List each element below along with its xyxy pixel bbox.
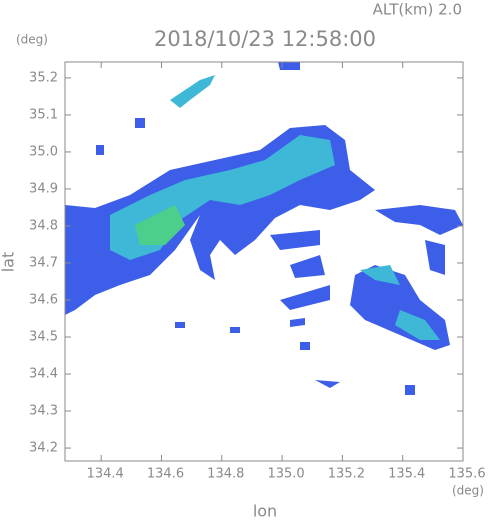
x-tick-label: 135.2 bbox=[328, 467, 365, 482]
echo-east bbox=[360, 265, 400, 285]
y-tick-label: 34.4 bbox=[29, 367, 58, 382]
echo-southeast-core bbox=[395, 310, 440, 340]
y-tick-label: 35.1 bbox=[29, 107, 58, 122]
y-tick-label: 34.8 bbox=[29, 218, 58, 233]
altitude-label: ALT(km) 2.0 bbox=[373, 1, 462, 19]
y-axis-label: lat bbox=[0, 252, 18, 273]
x-tick-label: 135.6 bbox=[448, 467, 485, 482]
y-tick-label: 35.2 bbox=[29, 70, 58, 85]
echo-specks-south bbox=[175, 318, 415, 395]
echo-fragment-east bbox=[425, 240, 445, 275]
x-tick-label: 134.6 bbox=[147, 467, 184, 482]
axes: 134.4 134.6 134.8 135.0 135.2 135.4 135.6 34.2 3… bbox=[29, 62, 486, 482]
y-tick-label: 34.9 bbox=[29, 181, 58, 196]
x-tick-label: 134.8 bbox=[207, 467, 244, 482]
y-unit: (deg) bbox=[16, 33, 48, 47]
echo-east-band bbox=[375, 205, 463, 235]
y-tick-label: 34.6 bbox=[29, 292, 58, 307]
y-tick-label: 34.2 bbox=[29, 441, 58, 456]
y-tick-label: 34.7 bbox=[29, 255, 58, 270]
x-tick-label: 135.0 bbox=[267, 467, 304, 482]
x-tick-label: 135.4 bbox=[388, 467, 425, 482]
x-axis-label: lon bbox=[253, 502, 277, 521]
y-tick-label: 34.5 bbox=[29, 330, 58, 345]
plot-frame bbox=[64, 61, 464, 462]
x-unit: (deg) bbox=[452, 484, 484, 498]
echo-fragments bbox=[270, 230, 330, 310]
y-tick-label: 34.3 bbox=[29, 404, 58, 419]
y-tick-label: 35.0 bbox=[29, 144, 58, 159]
radar-echoes bbox=[65, 62, 463, 395]
chart-title: 2018/10/23 12:58:00 bbox=[154, 27, 376, 51]
x-tick-label: 134.4 bbox=[87, 467, 124, 482]
echo-specks bbox=[96, 62, 300, 155]
echo-peak bbox=[135, 205, 185, 245]
echo-north bbox=[170, 75, 215, 108]
